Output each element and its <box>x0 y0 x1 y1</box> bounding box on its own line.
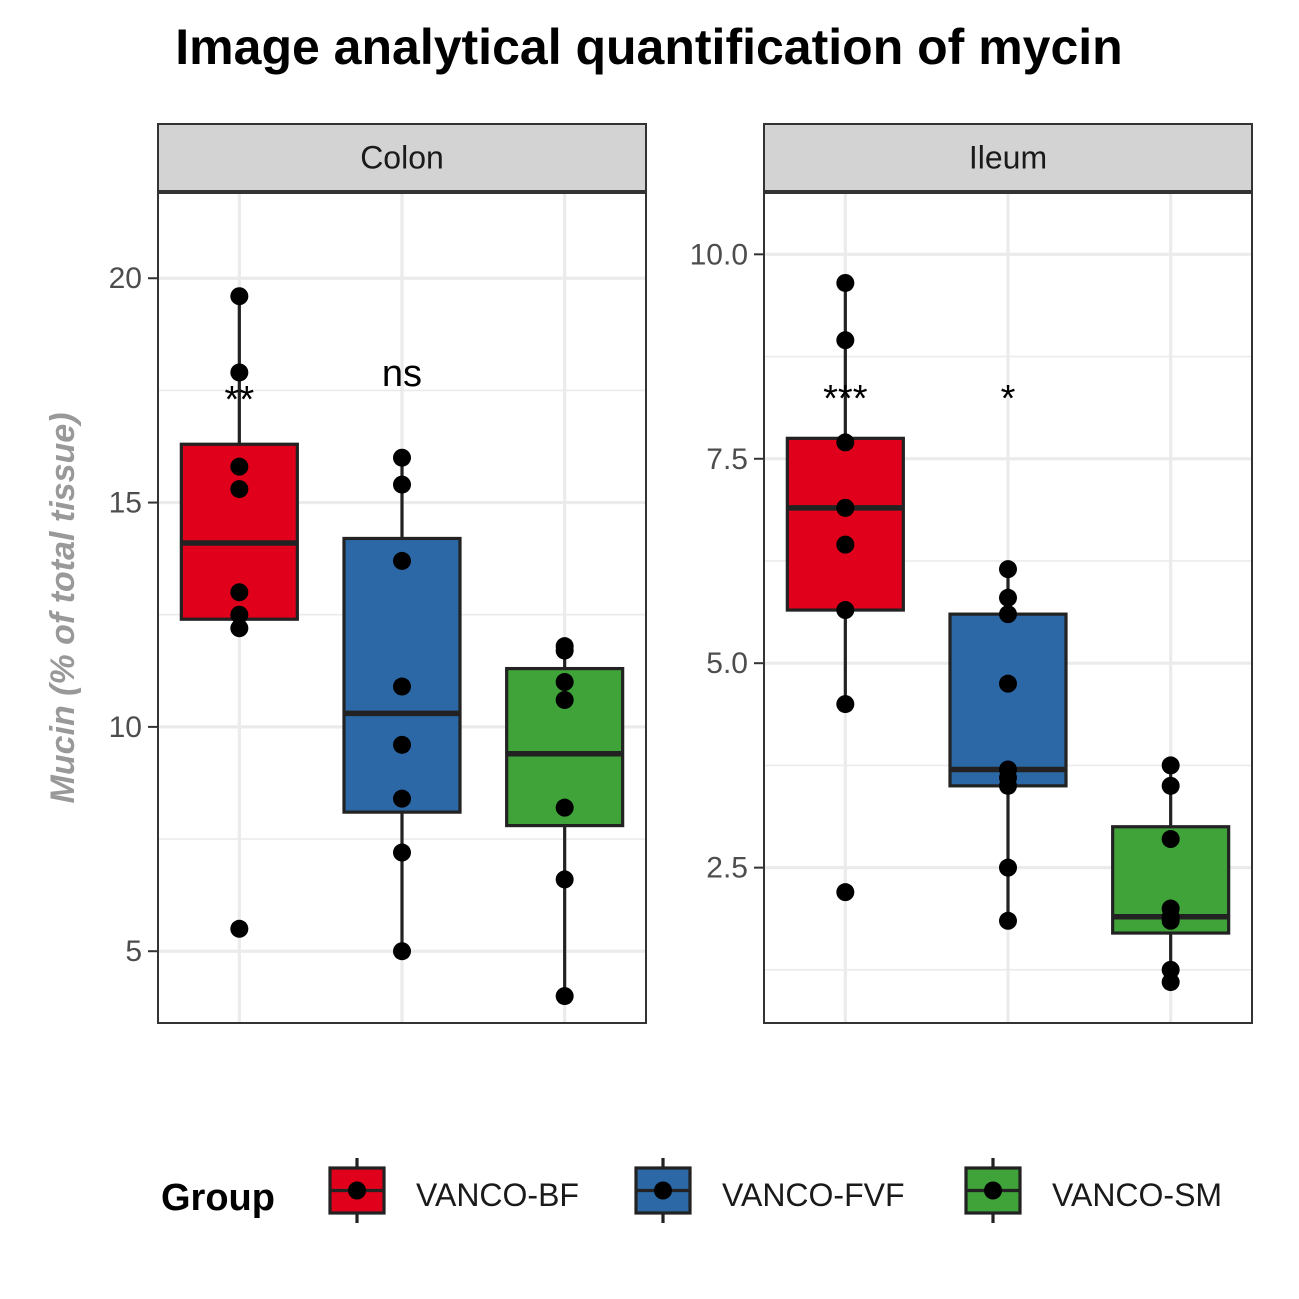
y-tick-label: 10 <box>109 711 142 744</box>
legend-item-vanco-bf: VANCO-BF <box>328 1158 579 1223</box>
facet-strip <box>763 123 1253 192</box>
panel-border <box>763 192 1253 1024</box>
panel-border <box>157 192 647 1024</box>
data-point <box>999 776 1017 795</box>
data-point <box>393 677 411 696</box>
data-point <box>393 735 411 754</box>
legend-key-point <box>348 1181 366 1200</box>
box-group-vanco-sm <box>1111 756 1231 992</box>
legend-items: VANCO-BF VANCO-FVF VANCO-SM <box>328 1158 1222 1223</box>
data-point <box>230 605 249 624</box>
data-point <box>555 673 574 692</box>
data-point <box>1161 911 1180 930</box>
legend: Group VANCO-BF VANCO-FVF VANCO-SM <box>161 1158 1222 1223</box>
y-tick-label: 2.5 <box>706 852 748 885</box>
data-point <box>836 601 855 620</box>
significance-label: ns <box>382 353 422 395</box>
legend-item-vanco-fvf: VANCO-FVF <box>634 1158 905 1223</box>
legend-item-vanco-sm: VANCO-SM <box>964 1158 1222 1223</box>
significance-label: *** <box>823 378 868 420</box>
box <box>342 536 462 814</box>
data-point <box>836 695 855 714</box>
data-point <box>393 843 411 862</box>
data-point <box>999 674 1017 693</box>
data-point <box>999 605 1017 624</box>
data-point <box>555 987 574 1006</box>
legend-label: VANCO-FVF <box>722 1177 905 1213</box>
box <box>785 436 905 612</box>
data-point <box>1161 973 1180 992</box>
data-point <box>999 858 1017 877</box>
chart-title: Image analytical quantification of mycin <box>175 19 1122 75</box>
y-tick-label: 5 <box>125 935 142 968</box>
data-point <box>1161 776 1180 795</box>
data-point <box>393 942 411 961</box>
data-point <box>393 475 411 494</box>
box-group-vanco-sm <box>505 637 625 1006</box>
data-point <box>555 870 574 889</box>
data-point <box>999 560 1017 579</box>
significance-label: * <box>1001 378 1016 420</box>
box-group-vanco-bf <box>179 287 299 938</box>
data-point <box>230 480 249 499</box>
data-point <box>230 363 249 382</box>
data-point <box>836 273 855 292</box>
panel-colon: Colon 5 10 15 20 ** ns <box>109 123 647 1024</box>
facet-strip-label: Colon <box>360 140 444 176</box>
y-tick-label: 20 <box>109 262 142 295</box>
data-point <box>836 535 855 554</box>
box-group-vanco-fvf <box>342 448 462 961</box>
y-axis-label: Mucin (% of total tissue) <box>44 413 82 804</box>
facet-strip <box>157 123 647 192</box>
data-point <box>836 331 855 350</box>
data-point <box>555 641 574 660</box>
box-group-vanco-bf <box>785 273 905 902</box>
legend-key-point <box>654 1181 672 1200</box>
legend-label: VANCO-BF <box>416 1177 579 1213</box>
significance-label: ** <box>225 379 255 421</box>
legend-title: Group <box>161 1177 275 1219</box>
data-point <box>393 789 411 808</box>
data-point <box>836 433 855 452</box>
y-tick-label: 5.0 <box>706 647 748 680</box>
facet-strip-label: Ileum <box>969 140 1047 176</box>
data-point <box>836 883 855 902</box>
data-point <box>999 911 1017 930</box>
y-tick-label: 15 <box>109 487 142 520</box>
data-point <box>1161 830 1180 849</box>
legend-label: VANCO-SM <box>1052 1177 1222 1213</box>
data-point <box>230 287 249 306</box>
data-point <box>555 798 574 817</box>
data-point <box>393 448 411 467</box>
legend-key-point <box>984 1181 1002 1200</box>
data-point <box>230 457 249 476</box>
data-point <box>230 919 249 938</box>
box-group-vanco-fvf <box>948 560 1068 930</box>
data-point <box>230 583 249 602</box>
box <box>948 612 1068 788</box>
y-tick-label: 10.0 <box>690 238 748 271</box>
data-point <box>1161 756 1180 775</box>
data-point <box>555 690 574 709</box>
data-point <box>836 498 855 517</box>
data-point <box>230 619 249 638</box>
data-point <box>999 588 1017 607</box>
y-tick-label: 7.5 <box>706 443 748 476</box>
data-point <box>393 551 411 570</box>
